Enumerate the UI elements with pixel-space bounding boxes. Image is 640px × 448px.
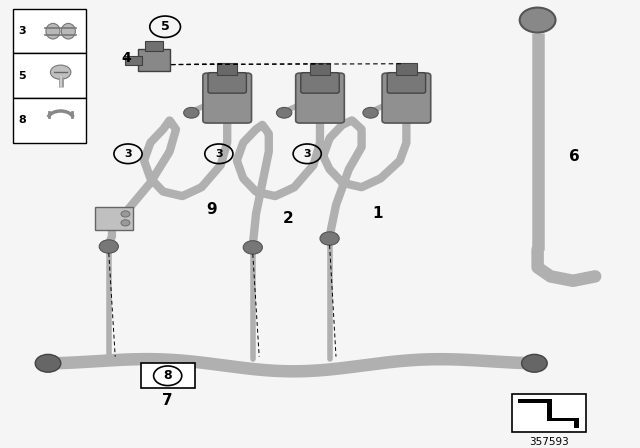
Circle shape	[522, 354, 547, 372]
Text: 6: 6	[570, 149, 580, 164]
Circle shape	[121, 211, 130, 217]
FancyBboxPatch shape	[310, 63, 330, 75]
Circle shape	[320, 232, 339, 245]
Circle shape	[520, 8, 556, 33]
FancyBboxPatch shape	[208, 73, 246, 93]
Polygon shape	[518, 399, 579, 428]
Circle shape	[243, 241, 262, 254]
Circle shape	[184, 108, 199, 118]
Circle shape	[276, 108, 292, 118]
FancyBboxPatch shape	[512, 395, 586, 432]
Text: 3: 3	[124, 149, 132, 159]
FancyBboxPatch shape	[387, 73, 426, 93]
FancyBboxPatch shape	[138, 49, 170, 71]
FancyBboxPatch shape	[13, 98, 86, 142]
Circle shape	[35, 354, 61, 372]
FancyBboxPatch shape	[13, 9, 86, 53]
Text: 5: 5	[161, 20, 170, 33]
Text: 9: 9	[206, 202, 216, 217]
Text: 3: 3	[18, 26, 26, 36]
Text: 5: 5	[18, 71, 26, 81]
FancyBboxPatch shape	[141, 363, 195, 388]
Circle shape	[121, 220, 130, 226]
Text: 3: 3	[215, 149, 223, 159]
Text: 8: 8	[163, 369, 172, 382]
FancyBboxPatch shape	[396, 63, 417, 75]
Ellipse shape	[61, 23, 76, 39]
Text: 4: 4	[122, 51, 132, 65]
Circle shape	[99, 240, 118, 253]
Ellipse shape	[46, 23, 60, 39]
FancyBboxPatch shape	[382, 73, 431, 123]
FancyBboxPatch shape	[217, 63, 237, 75]
FancyBboxPatch shape	[301, 73, 339, 93]
Circle shape	[363, 108, 378, 118]
Circle shape	[51, 65, 71, 79]
FancyBboxPatch shape	[296, 73, 344, 123]
Text: 8: 8	[18, 115, 26, 125]
FancyBboxPatch shape	[145, 42, 163, 51]
Text: 1: 1	[372, 207, 383, 221]
FancyBboxPatch shape	[203, 73, 252, 123]
Text: 7: 7	[163, 393, 173, 408]
Text: 2: 2	[283, 211, 293, 226]
Text: 3: 3	[303, 149, 311, 159]
FancyBboxPatch shape	[13, 53, 86, 98]
FancyBboxPatch shape	[125, 56, 142, 65]
FancyBboxPatch shape	[95, 207, 133, 230]
Text: 357593: 357593	[529, 437, 569, 447]
